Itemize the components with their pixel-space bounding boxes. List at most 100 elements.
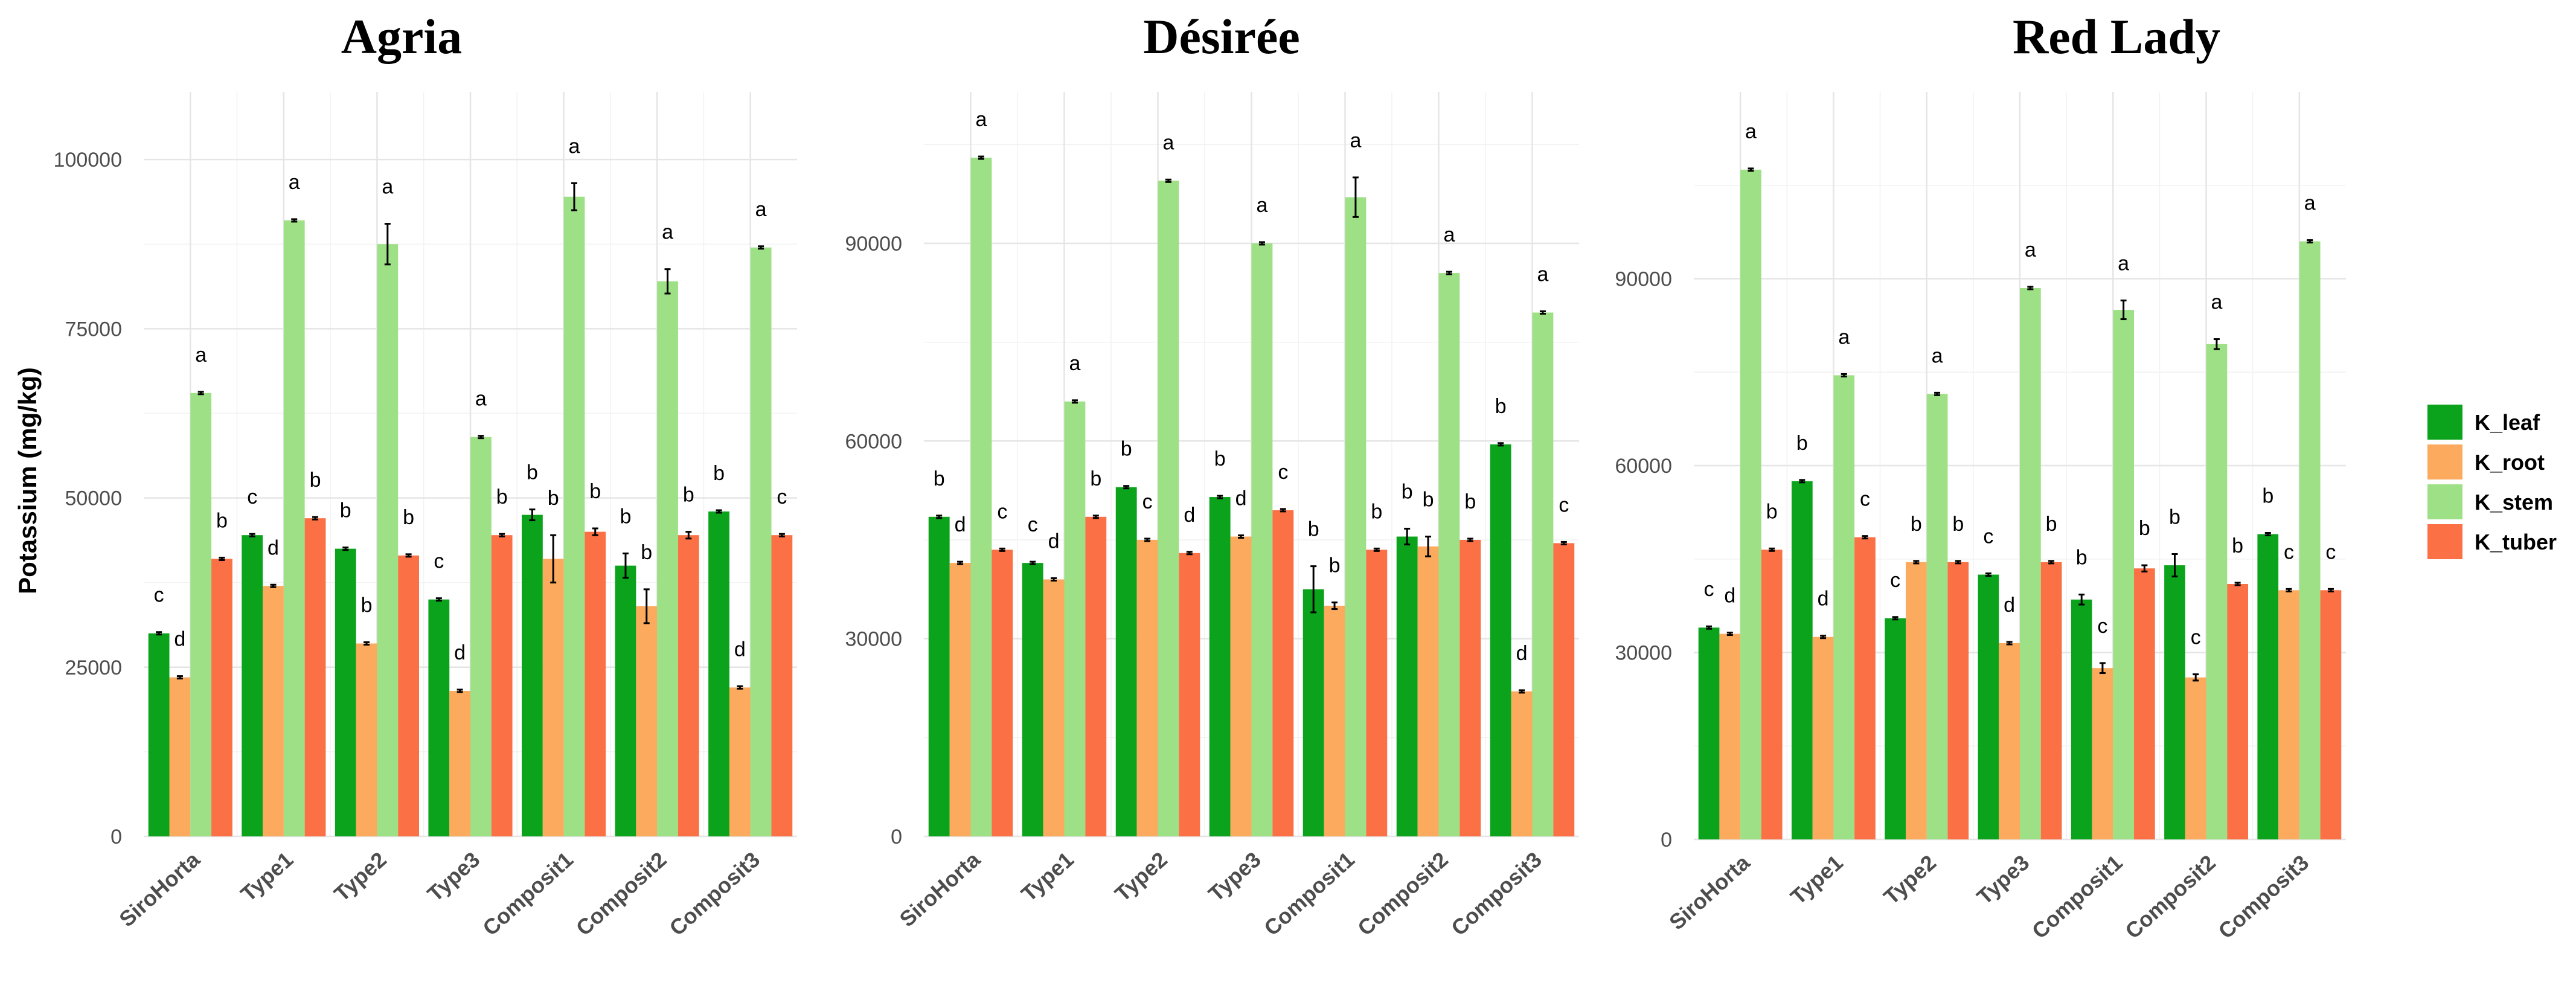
significance-letter: c xyxy=(434,550,444,573)
error-bar xyxy=(405,553,412,558)
bar-k-stem-composit2 xyxy=(657,281,678,836)
error-bar xyxy=(778,533,785,537)
significance-letter: b xyxy=(1371,500,1382,523)
bar-k-tuber-sirohorta xyxy=(1761,550,1783,839)
error-bar xyxy=(197,391,204,396)
bar-k-tuber-type2 xyxy=(1179,553,1200,836)
error-bar xyxy=(1092,515,1099,519)
error-bar xyxy=(936,515,943,519)
significance-letter: c xyxy=(154,584,164,607)
bar-k-tuber-type3 xyxy=(1272,510,1294,836)
error-bar xyxy=(1165,178,1171,183)
significance-letter: d xyxy=(1818,588,1829,611)
y-tick-label: 50000 xyxy=(65,487,122,510)
error-bar xyxy=(384,223,391,266)
significance-letter: b xyxy=(641,541,652,564)
bar-k-stem-composit1 xyxy=(2113,310,2134,839)
error-bar xyxy=(1071,399,1078,404)
bar-k-leaf-type3 xyxy=(428,599,450,836)
bar-k-root-composit2 xyxy=(1417,546,1439,836)
panel-title: Désirée xyxy=(1143,9,1300,64)
error-bar xyxy=(2078,594,2085,606)
error-bar xyxy=(664,268,671,295)
bar-k-stem-sirohorta xyxy=(970,158,992,837)
bar-k-tuber-composit3 xyxy=(771,535,793,836)
bar-k-stem-type2 xyxy=(1158,181,1179,836)
bar-k-root-type3 xyxy=(1230,536,1252,836)
significance-letter: b xyxy=(683,484,694,507)
bar-k-leaf-composit3 xyxy=(708,511,729,836)
bar-k-root-composit1 xyxy=(1324,606,1345,836)
bar-k-leaf-composit1 xyxy=(2071,599,2092,839)
error-bar xyxy=(2193,673,2199,682)
x-tick-label-composit1: Composit1 xyxy=(478,847,578,940)
x-tick-label-type2: Type2 xyxy=(329,847,391,906)
significance-letter: c xyxy=(2191,626,2201,649)
bar-k-leaf-type1 xyxy=(1792,481,1813,839)
error-bar xyxy=(1726,632,1733,636)
significance-letter: b xyxy=(1402,480,1413,503)
significance-letter: a xyxy=(475,388,487,411)
bar-k-tuber-composit3 xyxy=(1553,543,1575,836)
error-bar xyxy=(1186,551,1193,556)
significance-letter: b xyxy=(1090,467,1101,490)
significance-letter: b xyxy=(548,487,559,510)
bar-k-stem-sirohorta xyxy=(1740,169,1761,839)
bar-k-stem-type3 xyxy=(1251,243,1273,836)
bar-k-root-type2 xyxy=(1906,562,1927,839)
bar-k-leaf-composit1 xyxy=(1302,589,1324,836)
significance-letter: b xyxy=(620,505,632,528)
error-bar xyxy=(2099,662,2106,675)
error-bar xyxy=(1539,310,1546,315)
error-bar xyxy=(342,547,349,551)
significance-letter: b xyxy=(1952,513,1964,536)
bar-k-tuber-composit1 xyxy=(2134,568,2155,839)
error-bar xyxy=(457,688,463,693)
error-bar xyxy=(1498,442,1504,447)
significance-letter: a xyxy=(2304,192,2316,215)
bar-k-stem-type2 xyxy=(377,244,399,836)
bar-k-root-sirohorta xyxy=(949,563,971,836)
bar-k-stem-composit2 xyxy=(1438,273,1460,836)
x-tick-label-composit1: Composit1 xyxy=(1259,847,1359,940)
x-tick-label-sirohorta: SiroHorta xyxy=(895,847,985,932)
significance-letter: b xyxy=(527,461,538,484)
x-tick-label-type1: Type1 xyxy=(1786,850,1848,909)
bar-k-stem-type3 xyxy=(2020,287,2041,840)
significance-letter: a xyxy=(975,108,987,131)
error-bar xyxy=(1799,479,1805,484)
error-bar xyxy=(499,533,505,537)
error-bar xyxy=(737,685,743,690)
bar-k-leaf-type3 xyxy=(1209,497,1231,836)
error-bar xyxy=(1985,572,1991,577)
x-tick-label-type3: Type3 xyxy=(1972,850,2034,909)
bar-k-stem-type1 xyxy=(283,220,305,836)
significance-letter: b xyxy=(2169,505,2180,528)
bar-k-root-type1 xyxy=(1812,636,1834,839)
error-bar xyxy=(1030,560,1036,565)
significance-letter: a xyxy=(1162,131,1174,154)
bar-k-tuber-composit2 xyxy=(678,535,699,836)
bar-k-root-type2 xyxy=(1136,539,1158,836)
significance-letter: b xyxy=(2262,484,2273,507)
significance-letter: a xyxy=(1745,120,1757,143)
significance-letter: a xyxy=(1069,352,1080,375)
bar-k-leaf-type2 xyxy=(1115,487,1137,836)
y-tick-label: 0 xyxy=(111,826,122,848)
x-tick-label-type3: Type3 xyxy=(423,847,485,906)
significance-letter: d xyxy=(1184,504,1195,527)
bar-k-leaf-type2 xyxy=(335,548,356,836)
error-bar xyxy=(1934,391,1941,396)
y-tick-label: 30000 xyxy=(845,628,902,651)
bar-k-tuber-type2 xyxy=(1947,562,1969,839)
bar-k-stem-composit3 xyxy=(1532,312,1554,836)
error-bar xyxy=(529,508,536,522)
x-tick-label-composit2: Composit2 xyxy=(1353,847,1453,940)
y-tick-label: 0 xyxy=(1661,829,1672,851)
error-bar xyxy=(2171,553,2178,578)
significance-letter: d xyxy=(174,628,185,651)
y-tick-label: 25000 xyxy=(65,656,122,679)
bar-k-leaf-sirohorta xyxy=(1698,627,1720,839)
